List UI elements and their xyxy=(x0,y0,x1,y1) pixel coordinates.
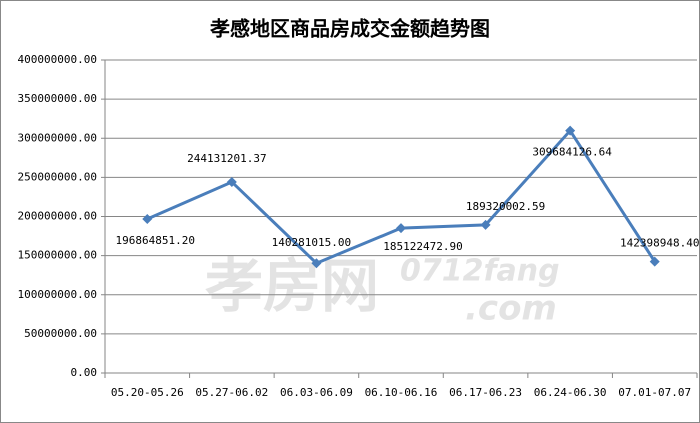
chart-title: 孝感地区商品房成交金额趋势图 xyxy=(209,17,490,41)
data-label: 140281015.00 xyxy=(272,236,351,249)
x-tick-label: 06.10-06.16 xyxy=(365,386,438,399)
y-tick-label: 250000000.00 xyxy=(18,170,97,183)
y-tick-label: 100000000.00 xyxy=(18,288,97,301)
y-tick-label: 350000000.00 xyxy=(18,92,97,105)
watermark: 0712fang xyxy=(400,254,560,289)
x-tick-label: 06.03-06.09 xyxy=(280,386,353,399)
y-tick-label: 200000000.00 xyxy=(18,210,97,223)
marker xyxy=(142,213,153,224)
marker xyxy=(311,258,322,269)
data-label: 196864851.20 xyxy=(116,234,195,247)
x-tick-label: 05.27-06.02 xyxy=(195,386,268,399)
marker xyxy=(480,219,491,230)
y-tick-label: 150000000.00 xyxy=(18,249,97,262)
watermark: 孝房网 xyxy=(205,252,379,320)
data-label: 185122472.90 xyxy=(383,240,462,253)
x-tick-label: 07.01-07.07 xyxy=(618,386,691,399)
y-tick-label: 300000000.00 xyxy=(18,131,97,144)
data-label: 142398948.40 xyxy=(620,237,699,250)
marker xyxy=(396,223,406,234)
marker xyxy=(226,176,237,187)
data-label: 309684126.64 xyxy=(532,146,612,159)
marker xyxy=(565,125,576,136)
data-label: 244131201.37 xyxy=(187,152,266,165)
y-tick-label: 0.00 xyxy=(71,366,98,379)
x-tick-label: 06.24-06.30 xyxy=(534,386,607,399)
data-label: 189320002.59 xyxy=(466,200,545,213)
y-tick-label: 50000000.00 xyxy=(24,327,97,340)
marker xyxy=(649,256,660,267)
x-tick-label: 06.17-06.23 xyxy=(449,386,522,399)
y-tick-label: 400000000.00 xyxy=(18,53,97,66)
x-tick-label: 05.20-05.26 xyxy=(111,386,184,399)
